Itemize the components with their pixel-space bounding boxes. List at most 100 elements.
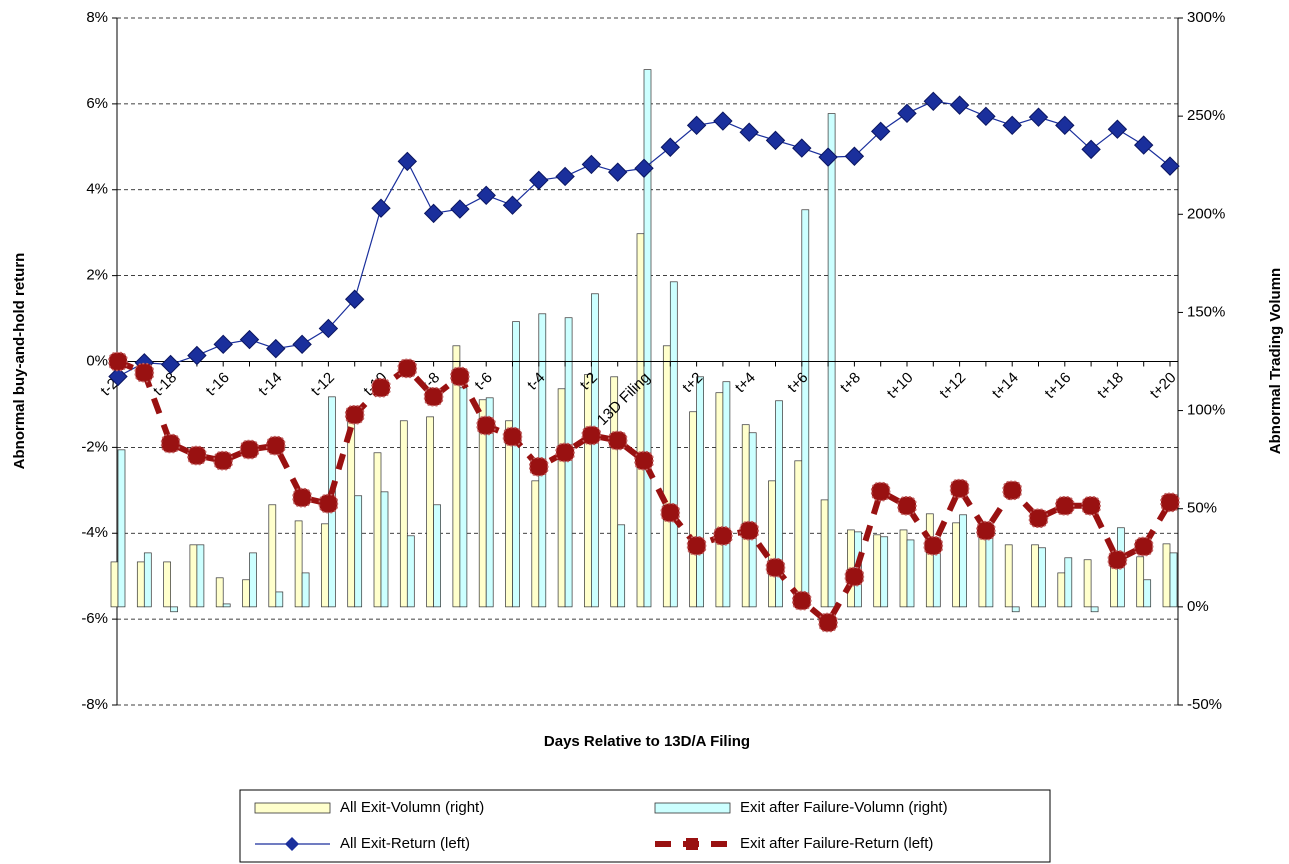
diamond-marker [344, 289, 365, 309]
bar [880, 536, 889, 608]
bar [1011, 606, 1020, 613]
diamond-marker [1133, 135, 1154, 155]
bar [1162, 543, 1171, 608]
diamond-marker [818, 147, 838, 167]
diamond-marker [266, 338, 286, 359]
y2-tick-label: 250% [1187, 107, 1225, 124]
bar [827, 113, 836, 608]
y-tick-label: 4% [86, 181, 108, 198]
x-tick-label: t+14 [989, 369, 1022, 402]
x-tick-label: t-18 [150, 369, 180, 399]
y-axis-title: Abnormal buy-and-hold return [11, 253, 28, 470]
bar [347, 420, 356, 608]
bar [373, 452, 382, 608]
y-tick-label: -6% [81, 610, 108, 627]
square-marker [818, 612, 838, 633]
bar [722, 381, 731, 608]
y2-tick-label: 150% [1187, 303, 1225, 320]
bar [301, 572, 310, 608]
diamond-marker [870, 121, 891, 142]
diamond-marker [765, 130, 786, 151]
bar [1143, 579, 1152, 608]
diamond-marker [1081, 139, 1101, 160]
legend-label: Exit after Failure-Volumn (right) [740, 799, 948, 816]
bar [610, 376, 619, 608]
bar [873, 534, 882, 608]
square-marker [844, 566, 865, 587]
bar [242, 579, 250, 608]
diamond-marker [213, 334, 233, 355]
y2-tick-label: 200% [1187, 205, 1225, 222]
y2-tick-label: -50% [1187, 696, 1222, 713]
bar [1038, 547, 1046, 608]
legend-swatch [254, 802, 331, 814]
bar [1057, 572, 1066, 608]
bar [275, 591, 284, 608]
diamond-marker [1028, 107, 1049, 127]
square-marker [266, 435, 286, 456]
bar [696, 376, 704, 608]
diamond-marker [450, 199, 470, 219]
square-marker [607, 430, 628, 451]
diamond-marker [686, 115, 707, 136]
y2-tick-label: 100% [1187, 402, 1225, 419]
legend-marker [686, 838, 698, 850]
diamond-marker [581, 154, 602, 175]
square-marker [1107, 550, 1128, 570]
bar [564, 317, 573, 608]
diamond-marker [529, 170, 549, 191]
square-marker [1160, 492, 1180, 513]
y-tick-label: 6% [86, 95, 108, 112]
y-tick-label: 0% [86, 352, 108, 369]
bar [1004, 544, 1013, 608]
bar [1031, 544, 1039, 608]
diamond-marker [1055, 115, 1075, 136]
y-tick-label: -4% [81, 524, 108, 541]
bar [925, 513, 934, 608]
bar [249, 552, 257, 608]
square-marker [1081, 496, 1101, 516]
bar [117, 449, 126, 608]
square-marker [634, 450, 654, 471]
square-marker [976, 520, 996, 541]
bar [268, 504, 277, 608]
bar [775, 400, 783, 608]
bar [1083, 559, 1092, 608]
diamond-marker [371, 198, 391, 218]
square-marker [713, 526, 733, 546]
bar [662, 345, 671, 608]
legend-box [239, 789, 1051, 863]
diamond-marker [476, 185, 496, 206]
square-marker [1055, 496, 1075, 516]
bar [952, 522, 960, 608]
bar [801, 209, 810, 608]
diamond-marker [713, 111, 733, 131]
diamond-marker [1002, 115, 1022, 136]
square-marker [792, 590, 812, 611]
square-marker [108, 351, 128, 372]
bar [617, 524, 626, 608]
bar [669, 281, 678, 608]
bar [354, 495, 363, 608]
square-marker [318, 493, 339, 514]
diamond-marker [187, 345, 207, 366]
bar [741, 424, 750, 608]
diamond-marker [555, 166, 575, 187]
diamond-marker [739, 122, 759, 142]
bar [1064, 557, 1073, 608]
diamond-marker [423, 203, 444, 224]
legend-marker [285, 837, 299, 851]
diamond-marker [897, 103, 917, 124]
square-marker [134, 362, 155, 383]
diamond-marker [844, 146, 865, 166]
y2-tick-label: 300% [1187, 9, 1225, 26]
square-marker [765, 557, 786, 578]
x-axis-title: Days Relative to 13D/A Filing [544, 733, 750, 750]
diamond-marker [607, 162, 628, 182]
square-marker [344, 404, 365, 425]
x-tick-label: t+20 [1147, 369, 1180, 402]
bar [959, 514, 967, 608]
bar [321, 523, 329, 608]
square-marker [1133, 536, 1154, 557]
